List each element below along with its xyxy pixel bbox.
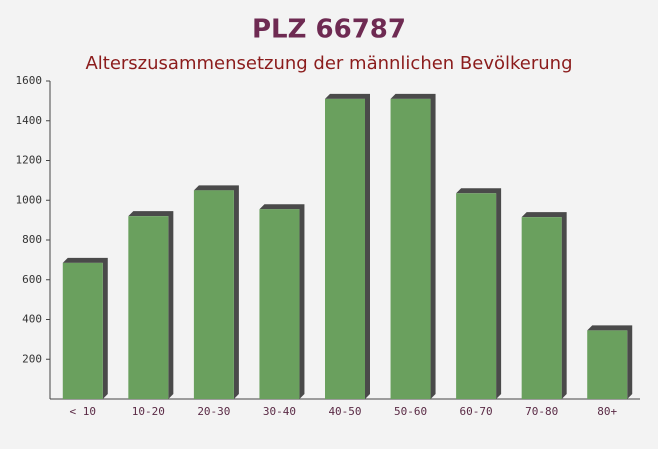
bar — [259, 209, 300, 399]
bar-depth — [128, 211, 174, 399]
x-tick-label: 10-20 — [132, 405, 165, 418]
x-tick-label: 60-70 — [460, 405, 493, 418]
x-tick-label: 30-40 — [263, 405, 296, 418]
bar — [390, 98, 431, 399]
y-tick-label: 200 — [22, 352, 42, 365]
x-tick-label: 70-80 — [525, 405, 558, 418]
x-tick-label: 50-60 — [394, 405, 427, 418]
bar — [521, 217, 562, 399]
x-tick-label: 20-30 — [197, 405, 230, 418]
bar — [193, 190, 234, 399]
bar-depth — [325, 93, 370, 399]
chart-subtitle: Alterszusammensetzung der männlichen Bev… — [85, 53, 572, 74]
y-tick-label: 600 — [22, 273, 42, 286]
bar-depth — [62, 257, 108, 399]
bar — [456, 193, 497, 399]
bar-depth — [587, 325, 633, 399]
y-tick-label: 1200 — [16, 154, 43, 167]
bar — [325, 98, 365, 399]
bar-depth — [521, 212, 567, 399]
chart-title: PLZ 66787 — [252, 15, 406, 45]
y-tick-label: 1600 — [16, 74, 43, 87]
bar — [587, 330, 628, 399]
bar-depth — [193, 185, 239, 399]
x-tick-label: < 10 — [70, 405, 97, 418]
bar-depth — [456, 188, 502, 399]
bar — [128, 216, 169, 399]
bar-depth — [259, 204, 305, 399]
bar — [62, 262, 103, 399]
y-tick-label: 800 — [22, 233, 42, 246]
y-tick-label: 400 — [22, 313, 42, 326]
y-tick-label: 1000 — [16, 193, 43, 206]
y-tick-label: 1400 — [16, 114, 43, 127]
bar-depth — [390, 93, 436, 399]
x-tick-label: 40-50 — [328, 405, 361, 418]
x-tick-label: 80+ — [597, 405, 617, 418]
